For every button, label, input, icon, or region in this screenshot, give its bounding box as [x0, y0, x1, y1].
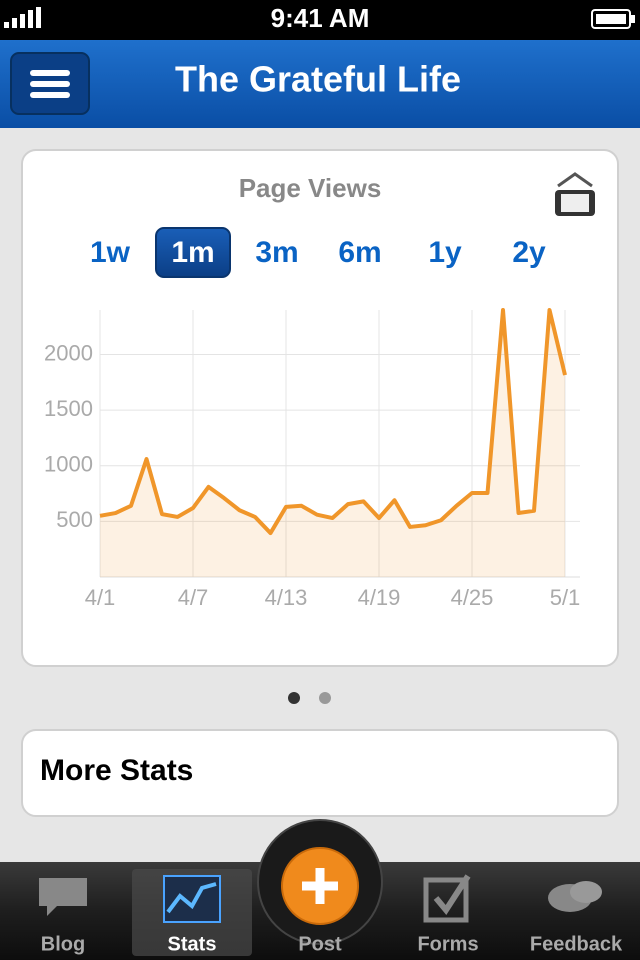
tab-label[interactable]: Feedback [530, 933, 623, 955]
x-tick-label: 4/1 [85, 585, 116, 610]
more-stats-card[interactable] [21, 729, 619, 817]
tab-label[interactable]: Post [298, 933, 342, 955]
forms-check[interactable] [433, 874, 471, 916]
nav-title: The Grateful Life [175, 59, 461, 100]
range-button[interactable]: 2y [512, 236, 546, 269]
chart-card [21, 149, 619, 667]
range-selected-bg[interactable] [155, 227, 231, 278]
battery-icon [591, 9, 635, 29]
range-button[interactable]: 6m [338, 236, 381, 269]
blog-icon[interactable] [39, 878, 87, 916]
tab-label[interactable]: Forms [417, 933, 478, 955]
y-tick-label: 1500 [44, 396, 93, 421]
range-button[interactable]: 1m [171, 236, 214, 269]
rotate-icon[interactable] [555, 172, 595, 216]
x-tick-label: 5/1 [550, 585, 581, 610]
area [100, 310, 565, 577]
range-button[interactable]: 3m [255, 236, 298, 269]
y-tick-label: 2000 [44, 340, 93, 365]
x-tick-label: 4/25 [451, 585, 494, 610]
more-stats-label[interactable]: More Stats [40, 754, 193, 787]
x-tick-label: 4/7 [178, 585, 209, 610]
line [99, 308, 567, 536]
status-bar [0, 0, 640, 40]
range-button[interactable]: 1y [428, 236, 462, 269]
signal-icon [4, 7, 41, 28]
x-tick-label: 4/13 [265, 585, 308, 610]
post-plus[interactable] [302, 868, 338, 904]
tab-label[interactable]: Blog [41, 933, 85, 955]
forms-icon[interactable] [423, 877, 469, 923]
tab-label[interactable]: Stats [168, 933, 217, 955]
menu-button[interactable] [10, 52, 90, 115]
stats-icon-line[interactable] [166, 882, 217, 914]
y-tick-label: 500 [56, 507, 93, 532]
page-dot[interactable] [319, 692, 331, 704]
page-dot[interactable] [288, 692, 300, 704]
chart-title: Page Views [239, 173, 382, 203]
range-button[interactable]: 1w [90, 236, 131, 269]
status-time: 9:41 AM [271, 3, 370, 33]
nav-bar [0, 40, 640, 128]
feedback-icon[interactable] [570, 881, 602, 903]
y-tick-label: 1000 [44, 452, 93, 477]
stats-icon[interactable] [163, 875, 221, 923]
x-tick-label: 4/19 [358, 585, 401, 610]
